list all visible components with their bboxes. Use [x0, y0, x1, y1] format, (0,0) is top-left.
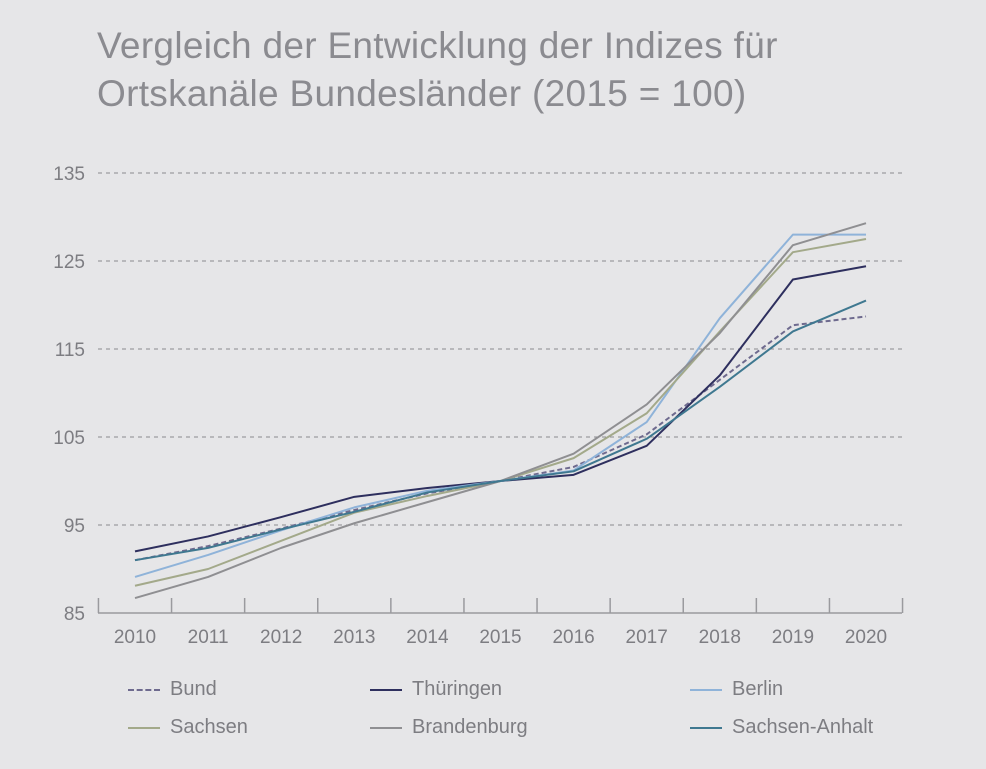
- legend-label: Sachsen: [170, 716, 248, 738]
- y-tick-label: 125: [53, 252, 85, 273]
- legend-swatch: [690, 688, 722, 691]
- legend-swatch: [128, 726, 160, 729]
- legend-label: Berlin: [732, 678, 784, 700]
- legend-item: Thüringen: [370, 678, 502, 701]
- legend-label: Brandenburg: [412, 716, 528, 738]
- legend-item: Sachsen: [128, 716, 248, 739]
- y-tick-label: 95: [64, 516, 85, 537]
- legend-swatch: [128, 688, 160, 691]
- legend-item: Bund: [128, 678, 217, 701]
- legend-label: Sachsen-Anhalt: [732, 716, 874, 738]
- series-line-sachsen-anhalt: [134, 299, 867, 562]
- series-line-bund: [134, 315, 867, 562]
- legend-swatch: [370, 688, 402, 691]
- chart-title: Vergleich der Entwicklung der Indizes fü…: [97, 22, 897, 118]
- x-tick-label: 2015: [479, 627, 521, 648]
- chart-title-text: Vergleich der Entwicklung der Indizes fü…: [97, 25, 778, 114]
- x-tick-label: 2014: [406, 627, 449, 648]
- legend-item: Berlin: [690, 678, 783, 701]
- x-tick-label: 2016: [552, 627, 594, 648]
- x-tick-label: 2011: [188, 627, 229, 648]
- legend-label: Thüringen: [412, 678, 503, 700]
- y-tick-label: 135: [53, 164, 85, 185]
- legend-swatch: [690, 726, 722, 729]
- y-tick-label: 85: [64, 604, 85, 625]
- x-tick-label: 2012: [260, 627, 302, 648]
- x-tick-label: 2017: [626, 627, 668, 648]
- series-line-berlin: [134, 233, 866, 578]
- legend-label: Bund: [170, 678, 217, 700]
- series-line-thüringen: [134, 265, 867, 553]
- x-tick-label: 2013: [333, 627, 375, 648]
- legend-item: Sachsen-Anhalt: [690, 716, 873, 739]
- y-tick-label: 105: [53, 428, 85, 449]
- x-tick-label: 2010: [114, 627, 156, 648]
- x-tick-label: 2020: [845, 627, 887, 648]
- x-tick-label: 2019: [772, 627, 814, 648]
- legend-swatch: [370, 726, 402, 729]
- y-tick-label: 115: [55, 340, 85, 361]
- legend-item: Brandenburg: [370, 716, 528, 739]
- x-tick-label: 2018: [699, 627, 741, 648]
- series-line-sachsen: [134, 238, 867, 587]
